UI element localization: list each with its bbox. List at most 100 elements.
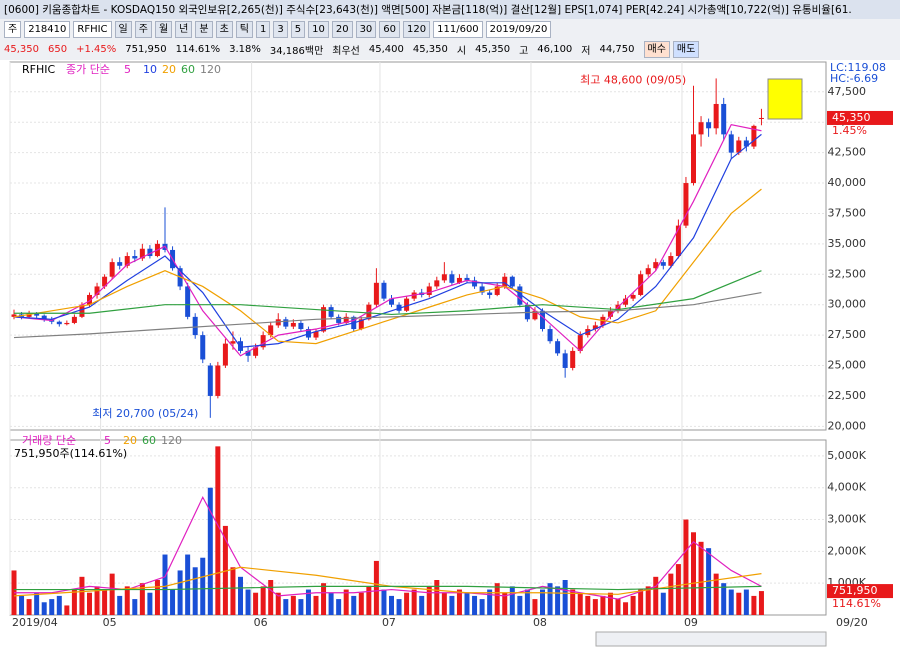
toolbar-item[interactable]: 218410 <box>24 21 71 38</box>
volume-bar <box>645 586 651 615</box>
toolbar-item[interactable]: 월 <box>154 21 173 38</box>
candle-body <box>721 103 727 135</box>
legend-entry: 10 <box>143 63 157 76</box>
candle-body <box>502 276 508 287</box>
toolbar-item[interactable]: 1 <box>255 21 271 38</box>
title-bar: [0600] 키움종합차트 - KOSDAQ150 외국인보유[2,265(천)… <box>0 0 900 19</box>
toolbar-item[interactable]: 초 <box>215 21 233 38</box>
quote-field: 44,750 <box>599 44 635 55</box>
volume-bar <box>117 595 123 615</box>
y-tick-label: 30,000 <box>828 298 867 311</box>
volume-bar <box>577 592 583 615</box>
volume-bar <box>517 595 523 615</box>
ma-line <box>14 270 762 316</box>
volume-bar <box>26 599 32 615</box>
candle-body <box>238 341 243 351</box>
volume-bar <box>555 586 561 615</box>
volume-bar <box>456 589 462 615</box>
volume-bar <box>441 592 447 615</box>
y-tick-label: 40,000 <box>828 176 867 189</box>
change-label: 1.45% <box>832 124 867 137</box>
volume-bar <box>721 583 727 615</box>
toolbar-area: [0600] 키움종합차트 - KOSDAQ150 외국인보유[2,265(천)… <box>0 0 900 60</box>
toolbar-item[interactable]: 111/600 <box>433 21 483 38</box>
volume-bar <box>162 554 168 615</box>
order-button[interactable]: 매수 <box>643 41 670 58</box>
quote-field: 고 <box>519 46 529 57</box>
toolbar-item[interactable]: RFHIC <box>73 21 112 38</box>
volume-bar <box>600 595 606 615</box>
toolbar-item[interactable]: 일 <box>114 21 132 38</box>
volume-bar <box>64 605 70 615</box>
toolbar-item[interactable]: 년 <box>175 21 193 38</box>
candle-body <box>509 276 515 287</box>
candle-body <box>275 319 281 326</box>
candle-body <box>494 286 500 295</box>
candle-body <box>600 316 606 326</box>
toolbar-item[interactable]: 30 <box>355 21 377 38</box>
candle-body <box>298 322 304 330</box>
candle-body <box>743 140 749 147</box>
volume-bar <box>524 589 530 615</box>
volume-bar <box>313 595 319 615</box>
volume-bar <box>19 595 25 615</box>
volume-bar <box>411 589 417 615</box>
candle-body <box>343 316 349 323</box>
candle-body <box>147 248 153 257</box>
x-tick-label: 2019/04 <box>12 616 58 629</box>
candle-body <box>706 122 712 129</box>
candle-body <box>94 286 100 295</box>
candle-body <box>449 274 455 283</box>
y-tick-label: 32,500 <box>828 267 867 280</box>
candle-body <box>675 225 681 257</box>
toolbar-item[interactable]: 10 <box>308 21 329 38</box>
y-tick-label: 5,000K <box>827 449 866 462</box>
hc-label: HC:-6.69 <box>830 72 878 85</box>
candle-body <box>268 325 274 336</box>
ma-line <box>13 291 762 339</box>
x-tick-label: 05 <box>103 616 117 629</box>
toolbar-item[interactable]: 분 <box>195 21 213 38</box>
y-tick-label: 20,000 <box>828 419 867 432</box>
candle-body <box>222 343 228 366</box>
quote-field: 최우선 <box>332 46 360 57</box>
candle-body <box>328 307 334 317</box>
volume-bar <box>94 586 100 615</box>
toolbar-item[interactable]: 120 <box>403 21 431 38</box>
quote-field: 114.61% <box>175 44 221 55</box>
volume-bar <box>638 589 644 615</box>
volume-bar <box>660 592 666 615</box>
volume-bar <box>615 599 621 615</box>
volume-bar <box>298 599 304 615</box>
toolbar-item[interactable]: 2019/09/20 <box>485 21 552 38</box>
toolbar-item[interactable]: 5 <box>290 21 306 38</box>
volume-bar <box>290 595 296 615</box>
toolbar-item[interactable]: 20 <box>331 21 353 38</box>
toolbar-item[interactable]: 주 <box>134 21 152 38</box>
toolbar-item[interactable]: 주 <box>4 21 22 38</box>
order-button[interactable]: 매도 <box>672 41 700 58</box>
volume-bar <box>328 592 334 615</box>
volume-bar <box>509 586 515 615</box>
volume-bar <box>540 589 545 615</box>
toolbar-item[interactable]: 3 <box>273 21 288 38</box>
volume-bar <box>381 589 387 615</box>
ma-line <box>14 495 762 600</box>
volume-bar <box>547 583 553 615</box>
toolbar-item[interactable]: 틱 <box>235 21 253 38</box>
candle-body <box>41 315 47 320</box>
candle-body <box>11 314 17 317</box>
volume-bar <box>675 564 681 615</box>
volume-bar <box>283 599 289 615</box>
volume-bar <box>275 592 281 615</box>
candle-body <box>185 286 191 317</box>
volume-bar <box>373 560 379 615</box>
volume-bar <box>253 592 259 615</box>
volume-bar <box>592 599 598 615</box>
quote-field: 저 <box>581 46 591 57</box>
volume-bar <box>245 589 251 615</box>
volume-bar <box>215 446 221 615</box>
toolbar-item[interactable]: 60 <box>379 21 401 38</box>
volume-bar <box>691 532 696 615</box>
chart: 20,000 22,500 25,000 27,500 30,000 32,500 35,0… <box>9 61 893 647</box>
